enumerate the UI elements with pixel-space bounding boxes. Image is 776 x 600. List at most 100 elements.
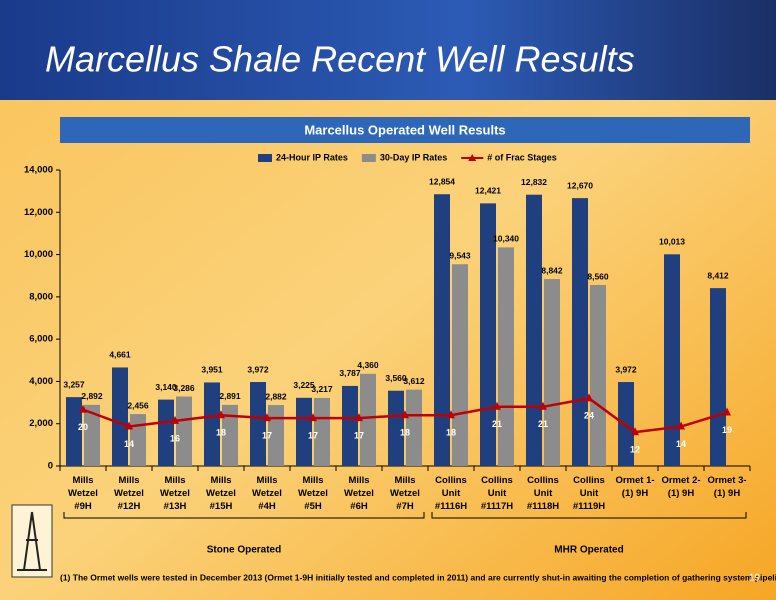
bar bbox=[204, 382, 220, 466]
group-label: MHR Operated bbox=[554, 545, 623, 556]
line-marker bbox=[171, 415, 179, 424]
value-label: 21 bbox=[538, 419, 548, 429]
y-tick-label: 2,000 bbox=[29, 418, 53, 429]
bar bbox=[314, 397, 330, 466]
bar bbox=[480, 203, 496, 466]
bar bbox=[434, 194, 450, 466]
y-tick-label: 8,000 bbox=[29, 291, 53, 302]
y-tick-label: 12,000 bbox=[24, 207, 53, 218]
bar bbox=[222, 404, 238, 466]
value-label: 18 bbox=[446, 428, 456, 438]
bar bbox=[342, 385, 358, 466]
bar bbox=[710, 288, 726, 466]
line-marker bbox=[493, 401, 501, 410]
value-label: 12,832 bbox=[521, 177, 547, 187]
chart-title: Marcellus Operated Well Results bbox=[304, 122, 505, 137]
legend-label: 24-Hour IP Rates bbox=[276, 152, 348, 162]
bar bbox=[360, 373, 376, 466]
y-tick-label: 6,000 bbox=[29, 334, 53, 345]
line-marker bbox=[723, 407, 731, 416]
group-bracket bbox=[431, 512, 747, 519]
value-label: 18 bbox=[400, 428, 410, 438]
line-marker bbox=[263, 413, 271, 422]
value-label: 18 bbox=[216, 428, 226, 438]
y-tick-label: 4,000 bbox=[29, 376, 53, 387]
line-marker bbox=[355, 413, 363, 422]
line-marker bbox=[677, 421, 685, 430]
line-marker bbox=[125, 421, 133, 430]
x-tick-label: Mills Wetzel #7H bbox=[390, 475, 420, 512]
value-label: 19 bbox=[722, 425, 732, 435]
value-label: 3,140 bbox=[155, 382, 177, 392]
y-tick-label: 10,000 bbox=[24, 249, 53, 260]
y-tick-label: 14,000 bbox=[24, 165, 53, 176]
value-label: 16 bbox=[170, 433, 180, 443]
value-label: 17 bbox=[262, 430, 272, 440]
chart-title-bar bbox=[60, 117, 750, 143]
value-label: 12,854 bbox=[429, 176, 455, 186]
value-label: 2,892 bbox=[81, 391, 103, 401]
legend-swatch bbox=[258, 154, 272, 162]
group-bracket bbox=[63, 512, 425, 519]
x-tick-label: Ormet 2- (1) 9H bbox=[661, 475, 701, 499]
bar bbox=[498, 247, 514, 466]
bar bbox=[388, 390, 404, 466]
value-label: 2,891 bbox=[219, 391, 241, 401]
legend-swatch bbox=[361, 154, 376, 162]
line-marker bbox=[539, 401, 547, 410]
group-label: Stone Operated bbox=[207, 545, 281, 556]
value-label: 3,787 bbox=[339, 368, 361, 378]
x-tick-label: Mills Wetzel #4H bbox=[252, 475, 282, 512]
value-label: 3,286 bbox=[173, 383, 195, 393]
value-label: 17 bbox=[308, 430, 318, 440]
value-label: 3,560 bbox=[385, 373, 407, 383]
bar bbox=[572, 198, 588, 466]
line-marker bbox=[585, 393, 593, 402]
value-label: 2,456 bbox=[127, 400, 149, 410]
value-label: 8,560 bbox=[587, 271, 609, 281]
x-tick-label: Mills Wetzel #13H bbox=[160, 475, 190, 512]
bar bbox=[664, 254, 680, 466]
value-label: 3,972 bbox=[247, 364, 269, 374]
x-tick-label: Mills Wetzel #12H bbox=[114, 475, 144, 512]
value-label: 3,612 bbox=[403, 376, 425, 386]
value-label: 20 bbox=[78, 422, 88, 432]
bar bbox=[268, 405, 284, 466]
bar bbox=[526, 194, 542, 466]
value-label: 3,217 bbox=[311, 384, 333, 394]
x-tick-label: Mills Wetzel #9H bbox=[68, 475, 98, 512]
value-label: 17 bbox=[354, 430, 364, 440]
legend-label: # of Frac Stages bbox=[487, 152, 557, 162]
x-tick-label: Mills Wetzel #15H bbox=[206, 475, 236, 512]
footnote: (1) The Ormet wells were tested in Decem… bbox=[60, 572, 776, 582]
value-label: 3,951 bbox=[201, 365, 223, 375]
x-tick-label: Ormet 1- (1) 9H bbox=[615, 475, 655, 499]
x-tick-label: Collins Unit #1119H bbox=[572, 475, 606, 512]
x-tick-label: Mills Wetzel #5H bbox=[298, 475, 328, 512]
value-label: 4,661 bbox=[109, 350, 131, 360]
value-label: 8,842 bbox=[541, 265, 563, 275]
line-marker bbox=[217, 410, 225, 419]
line-marker bbox=[631, 427, 639, 436]
x-tick-label: Mills Wetzel #6H bbox=[344, 475, 374, 512]
value-label: 12,670 bbox=[567, 180, 593, 190]
x-tick-label: Collins Unit #1118H bbox=[526, 475, 560, 512]
bar bbox=[544, 279, 560, 466]
line-marker bbox=[79, 404, 87, 413]
bar bbox=[250, 382, 266, 466]
value-label: 8,412 bbox=[707, 270, 729, 280]
bar bbox=[112, 367, 128, 466]
y-tick-label: 0 bbox=[48, 461, 53, 472]
value-label: 4,360 bbox=[357, 360, 379, 370]
value-label: 10,340 bbox=[493, 234, 519, 244]
value-label: 9,543 bbox=[449, 250, 471, 260]
page-number: 19 bbox=[749, 573, 761, 584]
x-tick-label: Ormet 3- (1) 9H bbox=[707, 475, 747, 499]
x-tick-label: Collins Unit #1117H bbox=[480, 475, 514, 512]
legend-swatch bbox=[468, 154, 477, 161]
value-label: 12,421 bbox=[475, 186, 501, 196]
value-label: 3,257 bbox=[63, 379, 85, 389]
value-label: 10,013 bbox=[659, 237, 685, 247]
